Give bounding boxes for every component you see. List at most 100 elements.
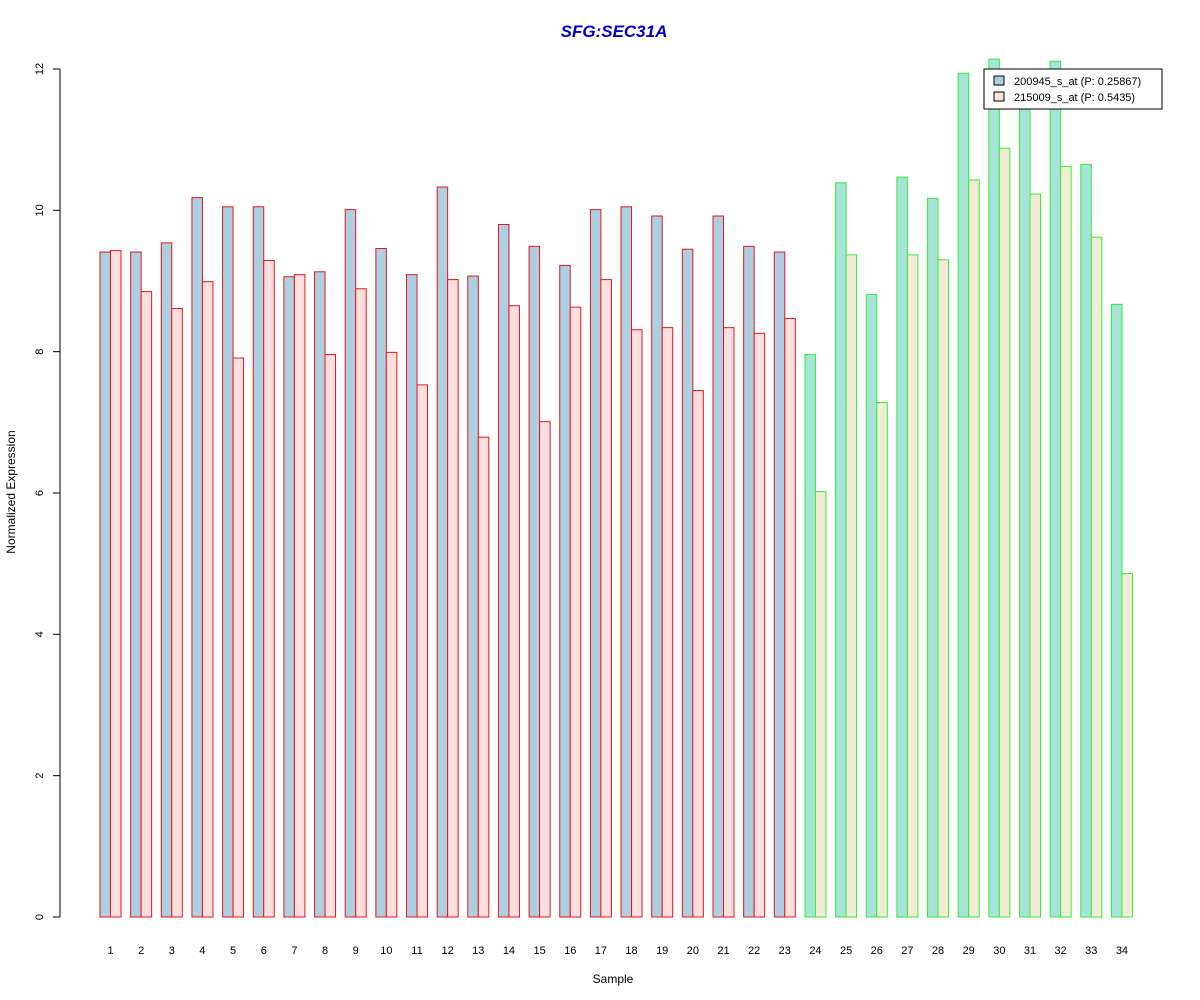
bar-sample-5-series-2 [232, 357, 245, 918]
x-tick-label-16: 16 [564, 945, 576, 957]
bar-sample-32-series-2 [1060, 166, 1072, 918]
bar-sample-23-series-2 [784, 317, 796, 918]
legend-swatch-series-2 [993, 91, 1005, 102]
x-tick-label-31: 31 [1024, 945, 1036, 957]
bar-sample-11-series-1 [406, 274, 418, 918]
bar-sample-33-series-2 [1090, 236, 1103, 918]
x-tick-label-20: 20 [687, 945, 699, 957]
y-tick-label-6: 6 [34, 490, 46, 496]
bar-sample-20-series-2 [692, 390, 704, 918]
bar-sample-18-series-1 [620, 206, 633, 918]
bar-sample-26-series-2 [876, 402, 888, 918]
bar-sample-16-series-1 [559, 264, 571, 918]
x-tick-label-33: 33 [1085, 945, 1097, 957]
x-tick-label-9: 9 [353, 945, 359, 957]
bar-sample-27-series-1 [896, 176, 908, 918]
y-tick-label-0: 0 [34, 914, 46, 920]
legend-label-series-2: 215009_s_at (P: 0.5435) [1014, 92, 1135, 104]
y-axis: 0 2 4 6 8 10 12 [34, 63, 61, 920]
bar-sample-28-series-1 [927, 197, 939, 918]
x-tick-label-30: 30 [993, 945, 1005, 957]
bar-sample-22-series-1 [743, 245, 755, 918]
bar-sample-29-series-2 [968, 179, 980, 918]
y-tick-label-10: 10 [34, 204, 46, 216]
bar-sample-14-series-1 [497, 223, 510, 918]
bar-sample-6-series-1 [252, 206, 265, 918]
x-tick-label-24: 24 [809, 945, 821, 957]
bar-sample-24-series-2 [814, 491, 827, 918]
legend-label-series-1: 200945_s_at (P: 0.25867) [1014, 76, 1141, 88]
bar-sample-15-series-2 [539, 421, 551, 918]
bar-sample-29-series-1 [957, 72, 970, 918]
bar-sample-2-series-2 [140, 291, 153, 918]
y-tick-label-12: 12 [34, 63, 46, 75]
x-tick-label-23: 23 [779, 945, 791, 957]
bar-sample-21-series-1 [712, 215, 724, 918]
bar-sample-15-series-1 [528, 245, 541, 918]
x-tick-label-26: 26 [871, 945, 883, 957]
bar-sample-7-series-1 [283, 276, 295, 918]
bar-sample-11-series-2 [416, 384, 428, 918]
bar-sample-16-series-2 [569, 306, 582, 918]
x-tick-label-28: 28 [932, 945, 944, 957]
bar-sample-17-series-2 [600, 279, 612, 918]
x-tick-label-11: 11 [411, 945, 422, 957]
bar-sample-6-series-2 [263, 260, 275, 918]
y-tick-label-8: 8 [34, 349, 46, 355]
bar-sample-13-series-1 [467, 275, 479, 918]
x-tick-label-7: 7 [291, 945, 297, 957]
x-tick-label-13: 13 [472, 945, 484, 957]
x-tick-label-2: 2 [138, 945, 144, 957]
bar-sample-19-series-2 [661, 327, 674, 918]
bar-sample-31-series-1 [1019, 93, 1031, 918]
bar-sample-3-series-1 [160, 242, 173, 918]
bar-sample-34-series-1 [1110, 303, 1123, 918]
x-tick-label-27: 27 [901, 945, 913, 957]
bar-sample-26-series-1 [865, 293, 878, 918]
bar-sample-14-series-2 [508, 305, 520, 918]
x-tick-label-17: 17 [595, 945, 607, 957]
x-tick-label-1: 1 [107, 945, 113, 957]
bar-sample-25-series-1 [835, 182, 847, 918]
bar-sample-18-series-2 [631, 329, 643, 918]
bar-sample-10-series-1 [375, 247, 387, 918]
x-tick-label-25: 25 [840, 945, 852, 957]
bar-sample-31-series-2 [1029, 193, 1041, 918]
x-tick-label-12: 12 [442, 945, 454, 957]
bar-sample-8-series-2 [324, 353, 337, 918]
x-tick-label-14: 14 [503, 945, 515, 957]
x-tick-label-21: 21 [717, 945, 729, 957]
bar-sample-5-series-1 [222, 206, 234, 918]
x-tick-label-32: 32 [1055, 945, 1067, 957]
bar-sample-28-series-2 [937, 259, 950, 918]
bar-sample-23-series-1 [773, 251, 786, 918]
bar-sample-12-series-1 [436, 186, 449, 918]
x-tick-label-18: 18 [625, 945, 637, 957]
bar-sample-8-series-1 [314, 271, 326, 918]
x-axis-label: Sample [593, 972, 634, 986]
x-tick-label-6: 6 [261, 945, 267, 957]
bar-sample-27-series-2 [906, 254, 919, 918]
x-tick-label-5: 5 [230, 945, 236, 957]
x-tick-label-10: 10 [380, 945, 392, 957]
bar-sample-30-series-1 [988, 58, 1000, 918]
x-tick-label-3: 3 [169, 945, 175, 957]
bar-sample-24-series-1 [804, 353, 816, 918]
bar-sample-4-series-1 [191, 197, 203, 918]
chart-title: SFG:SEC31A [561, 22, 668, 41]
x-tick-label-34: 34 [1116, 945, 1128, 957]
bar-sample-1-series-1 [99, 251, 111, 918]
x-tick-label-15: 15 [533, 945, 545, 957]
bar-sample-7-series-2 [293, 274, 306, 918]
x-tick-label-19: 19 [656, 945, 668, 957]
x-tick-label-8: 8 [322, 945, 328, 957]
bar-sample-34-series-2 [1121, 573, 1133, 918]
x-tick-labels: 1 2 3 4 5 6 7 8 9 10 11 12 13 14 15 16 17 18 19 20 21 22 23 24 2… [107, 945, 1128, 957]
y-tick-label-2: 2 [34, 773, 46, 779]
bar-sample-32-series-1 [1049, 60, 1062, 918]
y-axis-label: Normalized Expression [4, 430, 18, 553]
bar-sample-25-series-2 [845, 254, 858, 918]
bars-layer [99, 58, 1133, 918]
bar-sample-2-series-1 [130, 251, 142, 918]
